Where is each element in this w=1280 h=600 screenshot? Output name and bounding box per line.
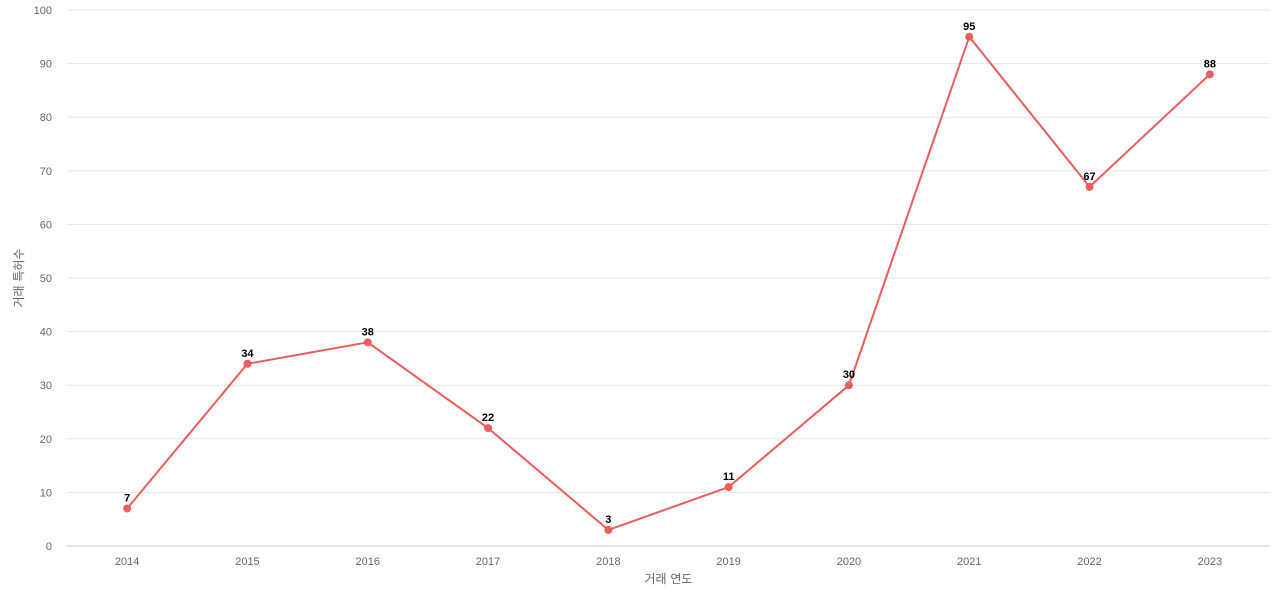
y-tick-label: 20: [40, 434, 52, 446]
series-group: [123, 32, 1214, 534]
data-labels: 7 34 38 22 3 11 30 95 67 88: [124, 21, 1216, 526]
data-label: 30: [843, 369, 855, 381]
series-line: [126, 35, 1211, 531]
data-point[interactable]: [363, 338, 372, 347]
data-label: 88: [1204, 58, 1216, 70]
data-label: 22: [482, 412, 494, 424]
y-tick-label: 80: [40, 112, 52, 124]
x-tick-label: 2022: [1077, 556, 1101, 568]
x-tick-label: 2021: [957, 556, 981, 568]
x-tick-label: 2020: [837, 556, 861, 568]
data-point[interactable]: [604, 525, 613, 534]
y-tick-label: 100: [34, 5, 52, 17]
y-tick-label: 10: [40, 487, 52, 499]
x-tick-label: 2017: [476, 556, 500, 568]
x-axis-ticks: 2014 2015 2016 2017 2018 2019 2020 2021 2022 2023: [115, 556, 1222, 568]
data-point[interactable]: [484, 424, 493, 433]
data-label: 67: [1083, 171, 1095, 183]
data-label: 7: [124, 492, 130, 504]
x-tick-label: 2015: [235, 556, 259, 568]
data-point[interactable]: [1085, 182, 1094, 191]
data-label: 95: [963, 21, 975, 33]
x-axis-title: 거래 연도: [645, 572, 693, 586]
data-point[interactable]: [243, 359, 252, 368]
y-tick-label: 70: [40, 166, 52, 178]
x-tick-label: 2014: [115, 556, 139, 568]
data-point[interactable]: [1205, 70, 1214, 79]
y-tick-label: 60: [40, 219, 52, 231]
data-point[interactable]: [724, 483, 733, 492]
y-axis-title: 거래 특허수: [12, 248, 26, 307]
data-label: 3: [605, 514, 611, 526]
data-label: 34: [241, 348, 254, 360]
gridlines: [67, 9, 1270, 493]
y-tick-label: 90: [40, 59, 52, 71]
data-point[interactable]: [965, 32, 974, 41]
x-tick-label: 2023: [1198, 556, 1222, 568]
x-tick-label: 2016: [356, 556, 380, 568]
y-tick-label: 40: [40, 327, 52, 339]
data-label: 11: [723, 471, 735, 483]
y-tick-label: 0: [46, 541, 52, 553]
x-tick-label: 2019: [716, 556, 740, 568]
y-tick-label: 30: [40, 380, 52, 392]
data-label: 38: [362, 326, 374, 338]
y-tick-label: 50: [40, 273, 52, 285]
data-point[interactable]: [123, 504, 132, 513]
data-point[interactable]: [844, 381, 853, 390]
x-tick-label: 2018: [596, 556, 620, 568]
y-axis-ticks: 0 10 20 30 40 50 60 70 80 90 100: [34, 5, 52, 553]
